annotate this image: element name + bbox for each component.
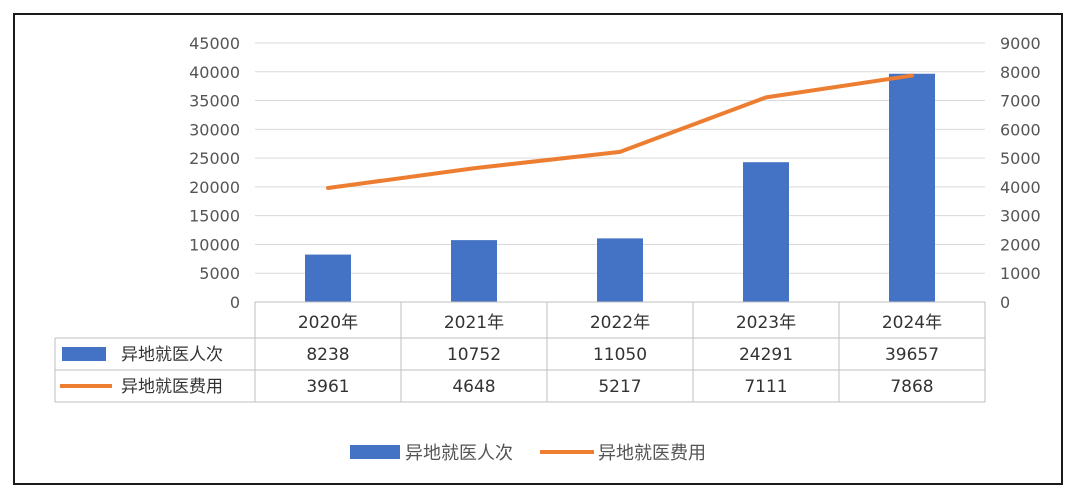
data-label: 5217 [598, 377, 641, 397]
right-tick-label: 3000 [1000, 207, 1041, 226]
data-label: 39657 [885, 345, 939, 365]
bar [743, 162, 789, 302]
right-tick-label: 2000 [1000, 235, 1041, 254]
data-label: 7868 [890, 377, 933, 397]
data-label: 10752 [447, 345, 501, 365]
right-tick-label: 4000 [1000, 178, 1041, 197]
line-point [910, 74, 914, 78]
left-tick-label: 15000 [189, 207, 240, 226]
right-tick-label: 1000 [1000, 264, 1041, 283]
legend-key-bar [350, 445, 400, 459]
data-label: 7111 [744, 377, 787, 397]
left-axis-ticks: 0 5000 10000 15000 20000 25000 30000 35000 40000… [189, 34, 240, 312]
legend: 异地就医人次 异地就医费用 [350, 443, 706, 464]
left-tick-label: 5000 [199, 264, 240, 283]
series-line [326, 73, 914, 191]
category-label: 2020年 [298, 313, 358, 333]
right-tick-label: 9000 [1000, 34, 1041, 53]
line-layer [326, 73, 914, 191]
data-label: 11050 [593, 345, 647, 365]
left-tick-label: 45000 [189, 34, 240, 53]
line-point [618, 150, 622, 154]
right-tick-label: 5000 [1000, 149, 1041, 168]
category-label: 2023年 [736, 313, 796, 333]
bar [451, 240, 497, 302]
left-tick-label: 35000 [189, 92, 240, 111]
left-tick-label: 40000 [189, 63, 240, 82]
series-name: 异地就医费用 [121, 377, 223, 397]
right-tick-label: 6000 [1000, 120, 1041, 139]
left-tick-label: 20000 [189, 178, 240, 197]
legend-label: 异地就医费用 [598, 443, 706, 464]
bar [889, 73, 935, 303]
right-tick-label: 8000 [1000, 63, 1041, 82]
right-axis-ticks: 0 1000 2000 3000 4000 5000 6000 7000 8000 9000 [1000, 34, 1041, 312]
line-point [326, 186, 330, 190]
right-tick-label: 0 [1000, 293, 1010, 312]
left-tick-label: 25000 [189, 149, 240, 168]
legend-label: 异地就医人次 [405, 443, 513, 464]
line-point [764, 95, 768, 99]
category-label: 2022年 [590, 313, 650, 333]
line-point [472, 166, 476, 170]
category-label: 2021年 [444, 313, 504, 333]
data-label: 4648 [452, 377, 495, 397]
table-legend-key-bar [62, 347, 106, 361]
bars-layer [305, 73, 935, 303]
gridlines [255, 42, 985, 274]
chart-frame [13, 13, 1063, 485]
data-label: 3961 [306, 377, 349, 397]
data-label: 24291 [739, 345, 793, 365]
left-tick-label: 0 [230, 293, 240, 312]
left-tick-label: 10000 [189, 235, 240, 254]
right-tick-label: 7000 [1000, 92, 1041, 111]
bar [305, 254, 351, 302]
category-label: 2024年 [882, 313, 942, 333]
left-tick-label: 30000 [189, 120, 240, 139]
series-name: 异地就医人次 [121, 345, 223, 365]
data-label: 8238 [306, 345, 349, 365]
bar [597, 238, 643, 302]
